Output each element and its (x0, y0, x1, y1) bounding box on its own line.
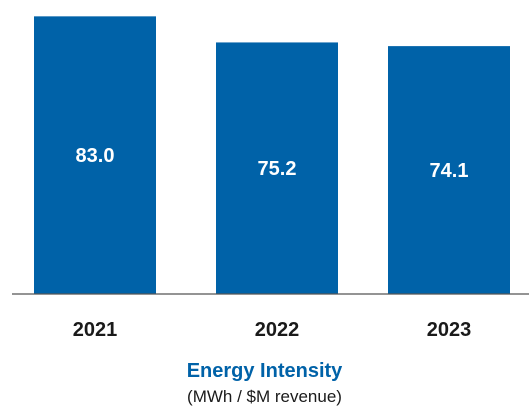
bar-2021 (34, 16, 156, 294)
chart-subtitle: (MWh / $M revenue) (187, 387, 342, 406)
chart-title: Energy Intensity (186, 360, 343, 382)
bar-value-label: 74.1 (430, 160, 469, 182)
x-tick-label: 2021 (73, 319, 118, 341)
bar-value-label: 75.2 (258, 158, 297, 180)
x-tick-label: 2023 (427, 319, 472, 341)
bars-group: 83.0 75.2 74.1 (34, 16, 510, 294)
x-tick-labels: 2021 2022 2023 (73, 319, 472, 341)
bar-value-label: 83.0 (76, 145, 115, 167)
bar-2023 (388, 46, 510, 294)
x-tick-label: 2022 (255, 319, 300, 341)
bar-2022 (216, 42, 338, 294)
